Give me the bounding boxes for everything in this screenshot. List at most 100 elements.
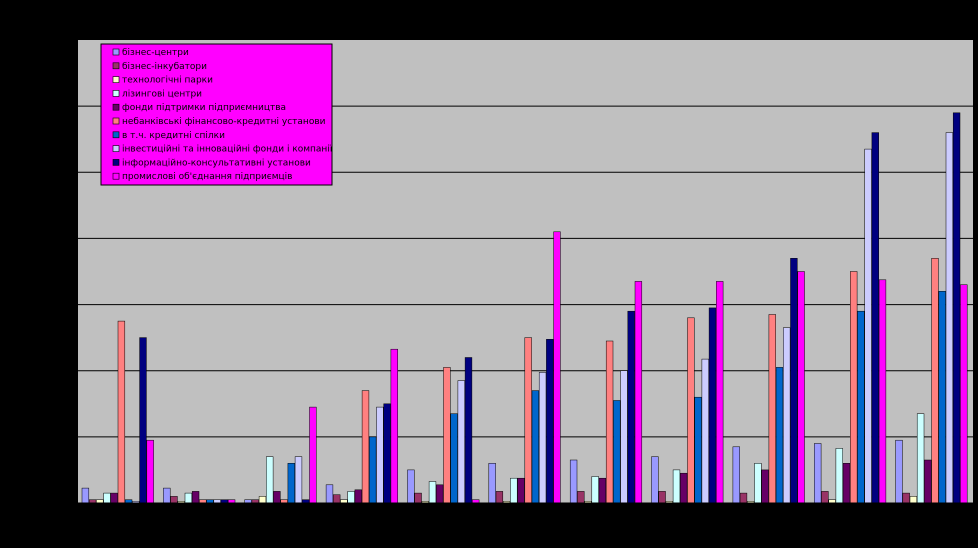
- legend-swatch: [112, 172, 120, 180]
- bar: [694, 396, 702, 504]
- bar: [266, 456, 274, 504]
- legend-box: [100, 43, 333, 186]
- bar: [325, 484, 334, 504]
- bar: [347, 491, 355, 504]
- bar: [488, 463, 496, 504]
- bar: [627, 310, 635, 504]
- bar: [524, 337, 532, 504]
- bar: [591, 476, 599, 504]
- bar: [103, 492, 111, 504]
- bar: [407, 469, 415, 504]
- bar: [761, 469, 769, 504]
- bar: [436, 484, 444, 504]
- bar: [443, 367, 451, 504]
- bar: [139, 337, 147, 504]
- legend: бізнес-центри бізнес-інкубатори технологіч…: [100, 43, 333, 186]
- bar: [658, 491, 666, 504]
- bar: [258, 496, 267, 504]
- legend-swatch: [112, 117, 120, 125]
- bar: [81, 487, 90, 504]
- bar: [390, 348, 398, 504]
- bar: [369, 436, 377, 504]
- bar: [117, 320, 126, 504]
- bar: [716, 281, 724, 504]
- legend-swatch: [112, 76, 120, 83]
- bar: [672, 469, 681, 504]
- legend-swatch: [112, 62, 120, 70]
- bar: [613, 400, 621, 504]
- bar: [569, 459, 578, 504]
- bar: [754, 463, 762, 504]
- legend-swatch: [112, 145, 120, 152]
- bar: [294, 456, 303, 504]
- bar: [739, 492, 748, 504]
- bar: [146, 439, 154, 504]
- bar: [414, 492, 422, 504]
- bar: [916, 413, 925, 504]
- legend-label: бізнес-центри: [122, 48, 189, 58]
- bar: [517, 477, 525, 504]
- bar: [605, 340, 614, 504]
- bar: [924, 459, 932, 504]
- bar: [835, 448, 843, 504]
- bar: [634, 281, 643, 504]
- bar: [864, 148, 872, 504]
- bar: [163, 487, 171, 504]
- bar: [333, 494, 341, 504]
- bar: [110, 492, 118, 504]
- bar: [790, 258, 798, 504]
- bar: [273, 491, 281, 504]
- bar: [687, 317, 695, 504]
- bar: [598, 477, 607, 504]
- bar: [450, 413, 458, 504]
- bar: [732, 446, 740, 504]
- bar: [701, 358, 709, 504]
- bar: [938, 291, 946, 504]
- bar: [909, 496, 918, 504]
- bar: [871, 132, 879, 504]
- legend-label: лізингові центри: [122, 89, 202, 99]
- bar: [495, 491, 504, 504]
- bar: [797, 271, 805, 504]
- bar: [931, 258, 939, 504]
- bar: [680, 472, 688, 504]
- bar: [878, 279, 887, 504]
- bar: [708, 307, 717, 504]
- bar: [510, 477, 518, 504]
- legend-label: технологічні парки: [122, 76, 213, 86]
- bar: [620, 370, 628, 504]
- bar: [170, 496, 178, 504]
- legend-label: фонди підтримки підприємництва: [122, 103, 286, 113]
- legend-label: інвестиційні та інноваційні фонди і комп…: [122, 145, 333, 155]
- bars: [81, 112, 968, 504]
- bar: [768, 314, 776, 504]
- bar: [814, 443, 822, 504]
- bar: [775, 367, 784, 504]
- legend-label: інформаційно-консультативні установи: [122, 158, 311, 168]
- bar: [902, 492, 910, 504]
- bar: [857, 310, 865, 504]
- bar: [577, 491, 585, 504]
- bar: [191, 491, 200, 504]
- bar: [651, 456, 659, 504]
- legend-label: промислові об'єднання підприємців: [122, 172, 292, 182]
- legend-label: небанківські фінансово-кредитні установи: [122, 117, 326, 127]
- bar: [538, 372, 547, 504]
- legend-swatch: [112, 48, 120, 56]
- bar: [821, 491, 829, 504]
- bar: [287, 463, 295, 504]
- legend-label: бізнес-інкубатори: [122, 62, 207, 72]
- bar: [895, 439, 903, 504]
- bar: [960, 284, 968, 504]
- bar: [457, 380, 465, 504]
- bar: [354, 489, 362, 504]
- bar: [850, 271, 858, 504]
- bar: [842, 463, 851, 504]
- bar: [184, 492, 193, 504]
- bar: [783, 327, 791, 504]
- bar: [428, 481, 437, 504]
- bar: [531, 390, 540, 504]
- legend-label: в т.ч. кредитні спілки: [122, 131, 225, 141]
- bar: [309, 406, 317, 504]
